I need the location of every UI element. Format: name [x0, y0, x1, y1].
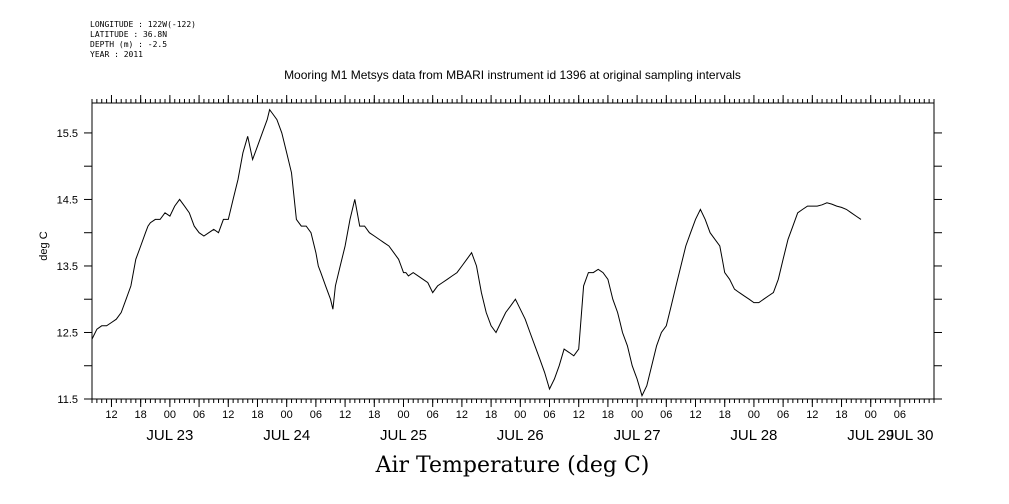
x-tick-label: 18 [251, 409, 263, 421]
x-tick-label: 06 [310, 409, 322, 421]
x-tick-label: 12 [806, 409, 818, 421]
x-tick-label: 00 [748, 409, 760, 421]
x-day-label: JUL 24 [263, 427, 310, 444]
plot-frame [91, 102, 935, 400]
y-tick-label: 15.5 [57, 128, 78, 140]
x-tick-label: 12 [222, 409, 234, 421]
x-tick-label: 00 [164, 409, 176, 421]
x-day-label: JUL 27 [614, 427, 661, 444]
latitude-label: LATITUDE : 36.8N [90, 30, 168, 39]
x-tick-label: 18 [135, 409, 147, 421]
x-tick-label: 00 [631, 409, 643, 421]
x-tick-label: 12 [456, 409, 468, 421]
x-day-label: JUL 26 [497, 427, 544, 444]
depth-label: DEPTH (m) : -2.5 [90, 40, 168, 49]
x-axis-label: Air Temperature (deg C) [375, 453, 650, 478]
x-tick-label: 06 [777, 409, 789, 421]
x-day-label: JUL 29 [847, 427, 894, 444]
x-day-label: JUL 30 [887, 427, 934, 444]
x-tick-label: 18 [719, 409, 731, 421]
x-tick-label: 00 [514, 409, 526, 421]
series-line [91, 108, 862, 398]
x-tick-label: 06 [193, 409, 205, 421]
x-day-label: JUL 23 [146, 427, 193, 444]
longitude-label: LONGITUDE : 122W(-122) [90, 20, 196, 29]
metadata-block: LONGITUDE : 122W(-122) LATITUDE : 36.8N … [90, 20, 196, 60]
x-tick-label: 06 [660, 409, 672, 421]
x-tick-label: 12 [689, 409, 701, 421]
x-tick-label: 18 [602, 409, 614, 421]
y-tick-label: 14.5 [57, 194, 78, 206]
x-tick-label: 18 [368, 409, 380, 421]
x-tick-label: 00 [865, 409, 877, 421]
chart-title: Mooring M1 Metsys data from MBARI instru… [284, 68, 741, 82]
x-tick-label: 00 [281, 409, 293, 421]
x-tick-label: 06 [543, 409, 555, 421]
x-day-label: JUL 28 [730, 427, 777, 444]
x-tick-label: 18 [835, 409, 847, 421]
y-tick-label: 11.5 [57, 394, 78, 406]
x-tick-label: 12 [573, 409, 585, 421]
x-tick-label: 00 [397, 409, 409, 421]
x-tick-label: 12 [105, 409, 117, 421]
x-tick-label: 18 [485, 409, 497, 421]
x-tick-label: 06 [427, 409, 439, 421]
y-tick-label: 13.5 [57, 261, 78, 273]
y-tick-label: 12.5 [57, 327, 78, 339]
year-label: YEAR : 2011 [90, 50, 143, 59]
x-tick-label: 12 [339, 409, 351, 421]
x-tick-label: 06 [894, 409, 906, 421]
x-day-label: JUL 25 [380, 427, 427, 444]
